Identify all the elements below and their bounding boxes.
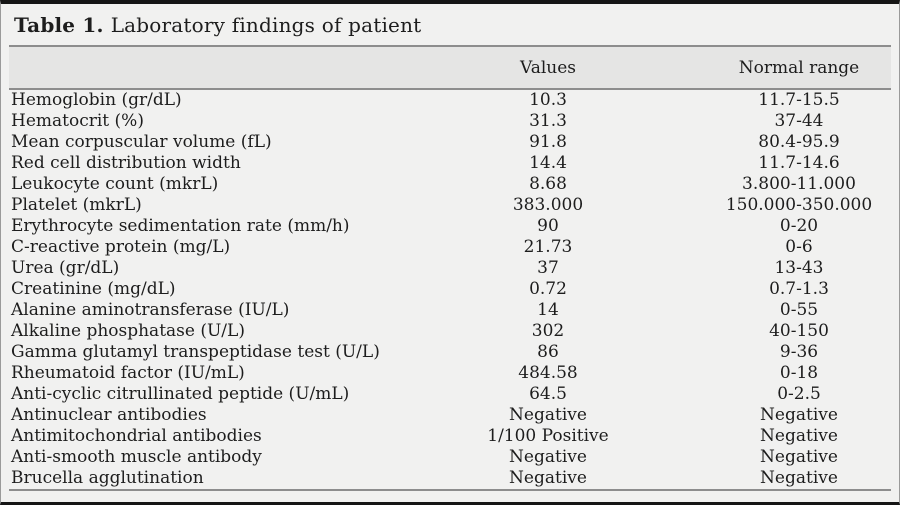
header-parameter [9, 46, 439, 90]
table-row: Platelet (mkrL) 383.000 150.000-350.000 [9, 195, 891, 216]
cell-normal-range: Negative [760, 426, 838, 446]
cell-parameter: Creatinine (mg/dL) [11, 279, 176, 299]
cell-normal-range: 37-44 [774, 111, 824, 131]
table-row: Creatinine (mg/dL) 0.72 0.7-1.3 [9, 279, 891, 300]
cell-parameter: Platelet (mkrL) [11, 195, 142, 215]
cell-value: Negative [509, 405, 587, 425]
cell-value: 302 [531, 321, 565, 341]
cell-parameter: Rheumatoid factor (IU/mL) [11, 363, 245, 383]
table-row: Gamma glutamyl transpeptidase test (U/L)… [9, 342, 891, 363]
table-row: Leukocyte count (mkrL) 8.68 3.800-11.000 [9, 174, 891, 195]
cell-normal-range: 0.7-1.3 [769, 279, 829, 299]
cell-value: 86 [537, 342, 559, 362]
cell-parameter: Gamma glutamyl transpeptidase test (U/L) [11, 342, 380, 362]
cell-parameter: Urea (gr/dL) [11, 258, 120, 278]
header-row: Values Normal range [9, 46, 891, 90]
table-row: C-reactive protein (mg/L) 21.73 0-6 [9, 237, 891, 258]
cell-normal-range: 0-18 [779, 363, 819, 383]
table-number: Table 1. [14, 12, 104, 37]
header-values: Values [439, 46, 657, 90]
cell-normal-range: 150.000-350.000 [725, 195, 873, 215]
cell-parameter: Red cell distribution width [11, 153, 241, 173]
table-row: Alanine aminotransferase (IU/L) 14 0-55 [9, 300, 891, 321]
cell-parameter: Antinuclear antibodies [11, 405, 207, 425]
cell-normal-range: 9-36 [779, 342, 819, 362]
cell-normal-range: 0-2.5 [777, 384, 821, 404]
cell-value: Negative [509, 447, 587, 467]
cell-parameter: C-reactive protein (mg/L) [11, 237, 231, 257]
table-row: Antimitochondrial antibodies 1/100 Positi… [9, 426, 891, 447]
table-caption: Laboratory findings of patient [110, 12, 422, 37]
cell-normal-range: 40-150 [769, 321, 829, 341]
cell-normal-range: 0-55 [779, 300, 819, 320]
cell-parameter: Brucella agglutination [11, 468, 204, 488]
table-row: Antinuclear antibodies Negative Negative [9, 405, 891, 426]
cell-value: 91.8 [529, 132, 567, 152]
lab-findings-table: Values Normal range Hemoglobin (gr/dL) 10… [9, 45, 891, 491]
table-title: Table 1. Laboratory findings of patient [1, 4, 899, 45]
cell-normal-range: 0-6 [785, 237, 813, 257]
cell-value: 383.000 [512, 195, 584, 215]
cell-normal-range: 13-43 [774, 258, 824, 278]
cell-parameter: Antimitochondrial antibodies [11, 426, 262, 446]
cell-value: 90 [537, 216, 559, 236]
cell-value: Negative [509, 468, 587, 488]
table-row: Red cell distribution width 14.4 11.7-14.6 [9, 153, 891, 174]
cell-value: 21.73 [523, 237, 573, 257]
table-row: Urea (gr/dL) 37 13-43 [9, 258, 891, 279]
cell-value: 484.58 [518, 363, 578, 383]
table-row: Erythrocyte sedimentation rate (mm/h) 90 0… [9, 216, 891, 237]
header-normal-range: Normal range [657, 46, 891, 90]
cell-value: 31.3 [529, 111, 567, 131]
cell-normal-range: 11.7-15.5 [758, 90, 840, 110]
cell-parameter: Mean corpuscular volume (fL) [11, 132, 272, 152]
table-row: Hemoglobin (gr/dL) 10.3 11.7-15.5 [9, 89, 891, 111]
table-inner: Values Normal range Hemoglobin (gr/dL) 10… [9, 45, 891, 502]
cell-value: 1/100 Positive [487, 426, 609, 446]
cell-value: 0.72 [529, 279, 567, 299]
table-row: Mean corpuscular volume (fL) 91.8 80.4-95.… [9, 132, 891, 153]
cell-parameter: Anti-cyclic citrullinated peptide (U/mL) [11, 384, 350, 404]
table-row: Rheumatoid factor (IU/mL) 484.58 0-18 [9, 363, 891, 384]
table-row: Brucella agglutination Negative Negative [9, 468, 891, 490]
table-head: Values Normal range [9, 46, 891, 90]
cell-normal-range: 3.800-11.000 [742, 174, 856, 194]
table-row: Anti-smooth muscle antibody Negative Negat… [9, 447, 891, 468]
cell-parameter: Alanine aminotransferase (IU/L) [11, 300, 290, 320]
cell-value: 37 [537, 258, 559, 278]
cell-parameter: Hemoglobin (gr/dL) [11, 90, 182, 110]
cell-parameter: Anti-smooth muscle antibody [11, 447, 262, 467]
table-body: Hemoglobin (gr/dL) 10.3 11.7-15.5 Hematocri… [9, 89, 891, 490]
cell-value: 10.3 [529, 90, 567, 110]
cell-value: 8.68 [529, 174, 567, 194]
table-row: Alkaline phosphatase (U/L) 302 40-150 [9, 321, 891, 342]
table-row: Anti-cyclic citrullinated peptide (U/mL)… [9, 384, 891, 405]
cell-parameter: Hematocrit (%) [11, 111, 144, 131]
cell-parameter: Leukocyte count (mkrL) [11, 174, 219, 194]
cell-value: 64.5 [529, 384, 567, 404]
cell-normal-range: 11.7-14.6 [758, 153, 840, 173]
cell-normal-range: Negative [760, 405, 838, 425]
cell-parameter: Alkaline phosphatase (U/L) [11, 321, 245, 341]
cell-normal-range: Negative [760, 468, 838, 488]
cell-value: 14 [537, 300, 559, 320]
cell-normal-range: 80.4-95.9 [758, 132, 840, 152]
cell-parameter: Erythrocyte sedimentation rate (mm/h) [11, 216, 350, 236]
bottom-spacer [9, 491, 891, 502]
cell-normal-range: 0-20 [779, 216, 819, 236]
cell-value: 14.4 [529, 153, 567, 173]
cell-normal-range: Negative [760, 447, 838, 467]
table-row: Hematocrit (%) 31.3 37-44 [9, 111, 891, 132]
